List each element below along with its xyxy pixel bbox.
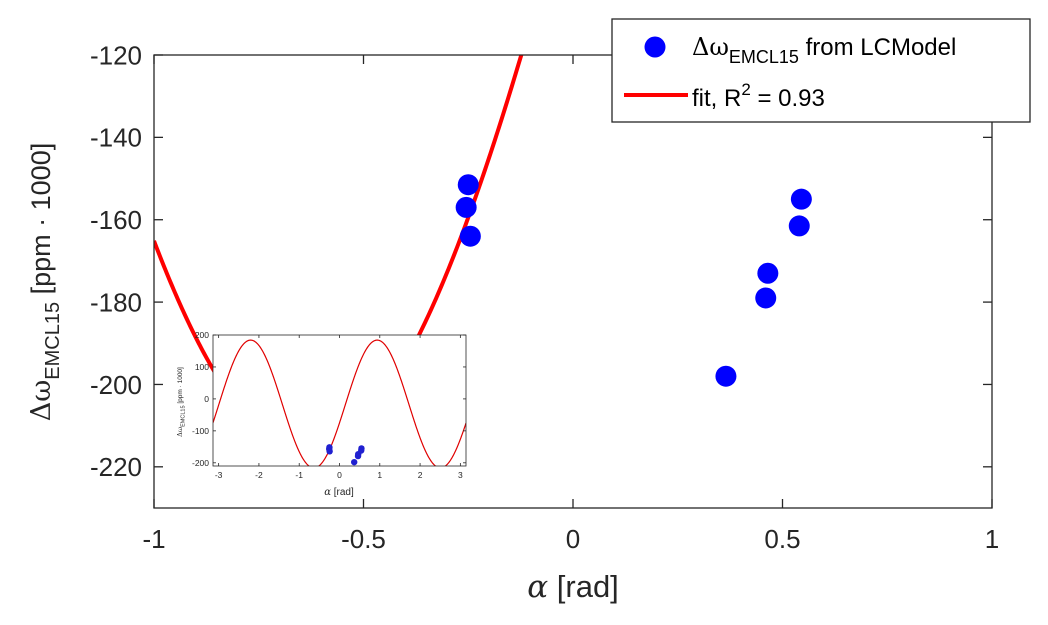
legend: ΔωEMCL15 from LCModel fit, R2 = 0.93 — [611, 18, 1031, 123]
main-x-tick-label: 0.5 — [764, 524, 800, 554]
main-y-tick-label: -120 — [90, 40, 142, 70]
legend-entry-fit: fit, R2 = 0.93 — [624, 80, 825, 112]
inset-chart: -3 -2 -1 0 1 2 3 200 100 0 -100 -200 α [rad] ΔωEMC… — [176, 330, 467, 498]
inset-data-point-3 — [326, 448, 333, 455]
main-y-tick-label: -160 — [90, 205, 142, 235]
inset-x-tick-label: -3 — [215, 470, 223, 480]
main-data-point-1 — [457, 174, 479, 196]
legend-scatter-marker — [644, 36, 666, 58]
inset-x-tick-label: -2 — [255, 470, 263, 480]
main-data-point-2 — [455, 196, 477, 218]
main-x-tick-label: -0.5 — [341, 524, 386, 554]
main-x-axis-label: α [rad] — [527, 569, 619, 605]
inset-y-tick-label: 200 — [195, 330, 209, 340]
main-data-point-4 — [715, 365, 737, 387]
inset-y-tick-label: -100 — [192, 426, 209, 436]
inset-y-tick-label: 100 — [195, 362, 209, 372]
inset-plot-area — [213, 335, 466, 466]
main-y-tick-label: -180 — [90, 287, 142, 317]
inset-x-tick-label: 3 — [458, 470, 463, 480]
inset-x-axis-label: α [rad] — [324, 487, 354, 498]
legend-fit-label: fit, R2 = 0.93 — [692, 80, 825, 112]
main-data-point-5 — [757, 262, 779, 284]
main-data-point-3 — [459, 225, 481, 247]
inset-x-tick-label: 2 — [418, 470, 423, 480]
main-x-tick-label: 0 — [566, 524, 580, 554]
main-x-tick-label: -1 — [142, 524, 165, 554]
inset-x-tick-label: -1 — [295, 470, 303, 480]
main-data-point-6 — [755, 287, 777, 309]
inset-y-axis-label: ΔωEMCL15 [ppm · 1000] — [176, 367, 187, 437]
legend-scatter-label: ΔωEMCL15 from LCModel — [692, 33, 956, 67]
inset-y-tick-label: -200 — [192, 458, 209, 468]
inset-x-tick-label: 1 — [377, 470, 382, 480]
legend-box — [611, 18, 1031, 123]
inset-data-point-4 — [351, 458, 358, 466]
main-data-point-8 — [788, 215, 810, 237]
main-x-tick-label: 1 — [985, 524, 999, 554]
inset-fit-curve — [213, 339, 466, 466]
main-data-point-7 — [790, 188, 812, 210]
main-y-axis-label: ΔωEMCL15 [ppm · 1000] — [26, 143, 64, 421]
inset-data-point-6 — [354, 452, 362, 460]
main-y-tick-label: -200 — [90, 370, 142, 400]
legend-entry-scatter: ΔωEMCL15 from LCModel — [644, 33, 956, 67]
inset-y-tick-label: 0 — [204, 394, 209, 404]
inset-data-point-8 — [358, 447, 365, 454]
main-y-tick-label: -140 — [90, 123, 142, 153]
main-y-tick-label: -220 — [90, 452, 142, 482]
inset-x-tick-label: 0 — [337, 470, 342, 480]
